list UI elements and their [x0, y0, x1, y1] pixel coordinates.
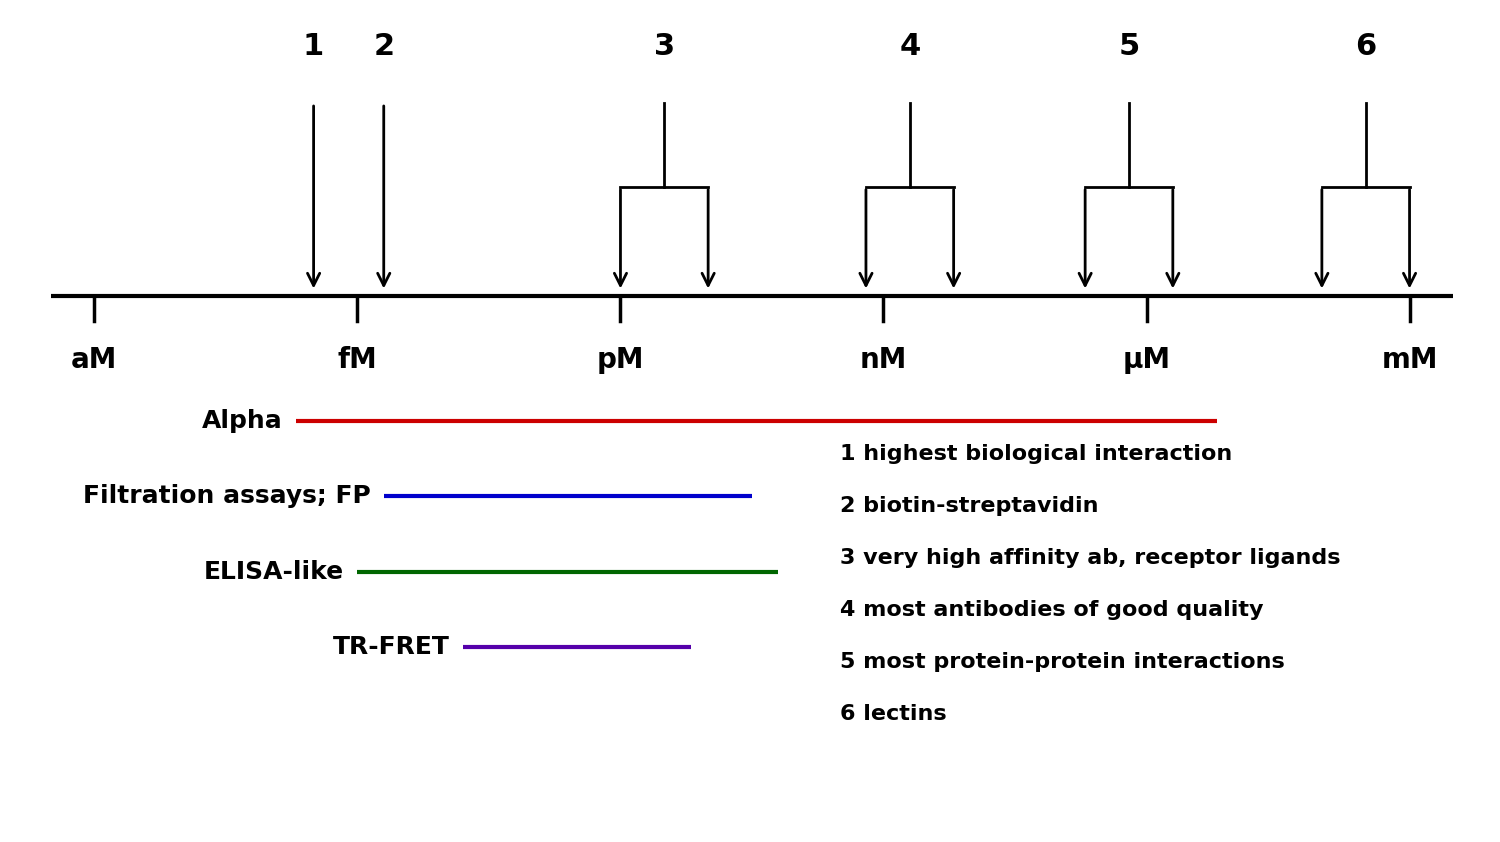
- Text: aM: aM: [70, 346, 117, 374]
- Text: 2 biotin-streptavidin: 2 biotin-streptavidin: [840, 496, 1098, 516]
- Text: 1 highest biological interaction: 1 highest biological interaction: [840, 445, 1232, 465]
- Text: 2: 2: [374, 32, 394, 61]
- Text: pM: pM: [597, 346, 644, 374]
- Text: 3 very high affinity ab, receptor ligands: 3 very high affinity ab, receptor ligand…: [840, 548, 1340, 568]
- Text: μM: μM: [1122, 346, 1170, 374]
- Text: 3: 3: [654, 32, 675, 61]
- Text: Filtration assays; FP: Filtration assays; FP: [82, 484, 370, 509]
- Text: TR-FRET: TR-FRET: [333, 635, 450, 658]
- Text: ELISA-like: ELISA-like: [204, 560, 345, 584]
- Text: fM: fM: [338, 346, 378, 374]
- Text: nM: nM: [859, 346, 907, 374]
- Text: Alpha: Alpha: [202, 409, 284, 433]
- Text: 6: 6: [1354, 32, 1377, 61]
- Text: 5: 5: [1119, 32, 1140, 61]
- Text: 4: 4: [898, 32, 921, 61]
- Text: 4 most antibodies of good quality: 4 most antibodies of good quality: [840, 600, 1263, 620]
- Text: 6 lectins: 6 lectins: [840, 704, 946, 724]
- Text: 5 most protein-protein interactions: 5 most protein-protein interactions: [840, 652, 1284, 672]
- Text: 1: 1: [303, 32, 324, 61]
- Text: mM: mM: [1382, 346, 1438, 374]
